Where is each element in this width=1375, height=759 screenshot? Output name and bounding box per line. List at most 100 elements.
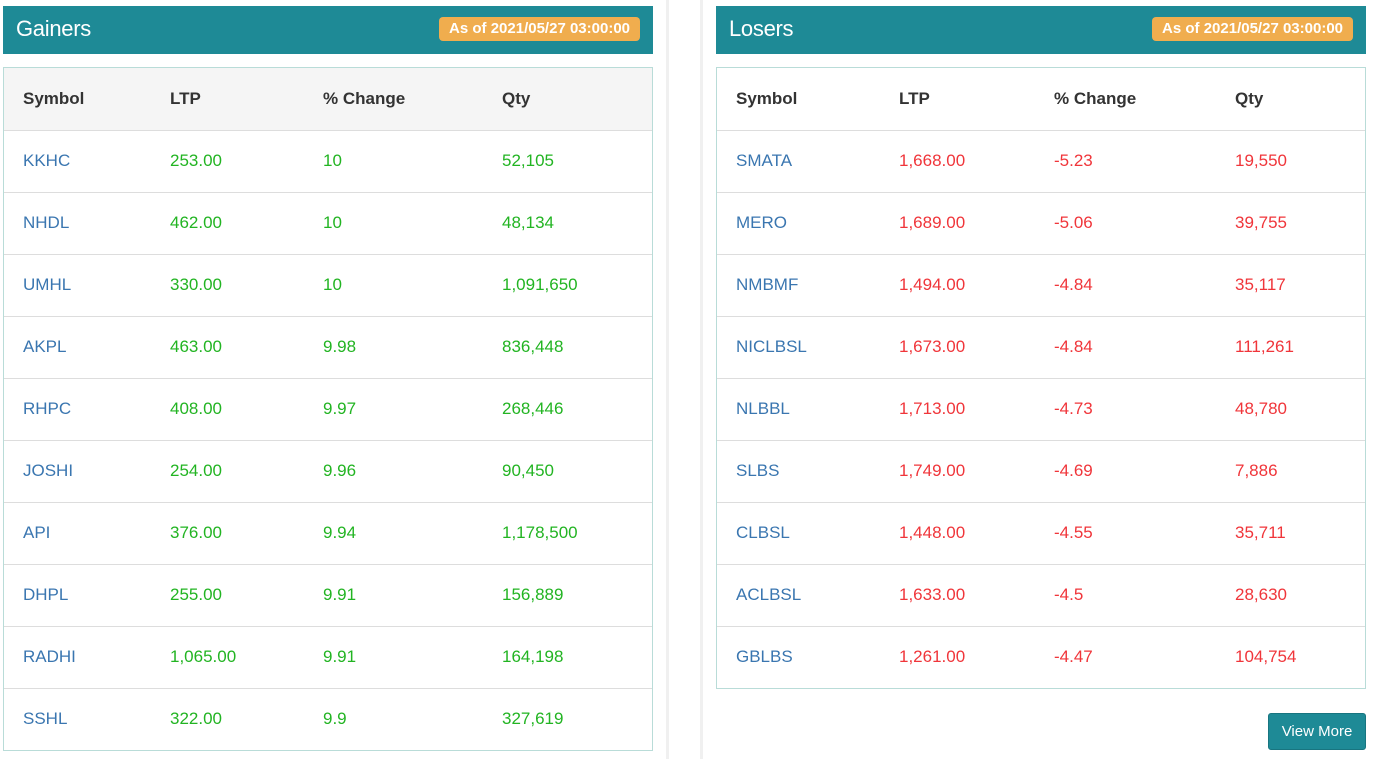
table-row: KKHC 253.00 10 52,105 bbox=[4, 130, 652, 192]
ltp-cell: 1,689.00 bbox=[880, 191, 1035, 254]
losers-panel: Losers As of 2021/05/27 03:00:00 Symbol … bbox=[716, 6, 1366, 689]
gainers-as-of-badge: As of 2021/05/27 03:00:00 bbox=[439, 17, 640, 41]
qty-cell: 52,105 bbox=[502, 151, 554, 170]
change-cell: 9.91 bbox=[304, 563, 483, 626]
table-row: NMBMF 1,494.00 -4.84 35,117 bbox=[717, 253, 1365, 316]
symbol-link[interactable]: NMBMF bbox=[717, 253, 880, 316]
symbol-link[interactable]: RADHI bbox=[4, 625, 151, 688]
ltp-cell: 254.00 bbox=[151, 439, 304, 502]
qty-cell: 28,630 bbox=[1216, 563, 1365, 626]
symbol-link[interactable]: SSHL bbox=[4, 687, 151, 750]
symbol-link[interactable]: SMATA bbox=[736, 151, 793, 170]
view-more-button[interactable]: View More bbox=[1268, 713, 1366, 750]
ltp-cell: 408.00 bbox=[151, 377, 304, 440]
ltp-cell: 376.00 bbox=[151, 501, 304, 564]
table-row: GBLBS 1,261.00 -4.47 104,754 bbox=[717, 625, 1365, 688]
symbol-link[interactable]: API bbox=[4, 501, 151, 564]
column-header-ltp: LTP bbox=[880, 68, 1035, 131]
change-cell: 9.96 bbox=[304, 439, 483, 502]
column-header-change: % Change bbox=[304, 68, 483, 131]
change-cell: 10 bbox=[304, 253, 483, 316]
symbol-link[interactable]: SLBS bbox=[717, 439, 880, 502]
table-row: RHPC 408.00 9.97 268,446 bbox=[4, 377, 652, 440]
table-row: ACLBSL 1,633.00 -4.5 28,630 bbox=[717, 563, 1365, 626]
symbol-link[interactable]: NHDL bbox=[4, 191, 151, 254]
qty-cell: 1,178,500 bbox=[483, 501, 652, 564]
losers-table: Symbol LTP % Change Qty SMATA 1,668.00 -5.… bbox=[717, 68, 1365, 688]
symbol-link[interactable]: RHPC bbox=[4, 377, 151, 440]
column-header-qty: Qty bbox=[1216, 68, 1365, 131]
qty-cell: 35,711 bbox=[1216, 501, 1365, 564]
qty-cell: 156,889 bbox=[483, 563, 652, 626]
symbol-link[interactable]: AKPL bbox=[4, 315, 151, 378]
change-cell: 9.98 bbox=[304, 315, 483, 378]
column-header-symbol: Symbol bbox=[717, 68, 880, 131]
losers-table-header-row: Symbol LTP % Change Qty bbox=[717, 68, 1365, 131]
table-row: RADHI 1,065.00 9.91 164,198 bbox=[4, 625, 652, 688]
change-cell: 9.91 bbox=[304, 625, 483, 688]
qty-cell: 48,134 bbox=[483, 191, 652, 254]
gainers-table-container: Symbol LTP % Change Qty KKHC 253.00 10 52,1… bbox=[3, 67, 653, 751]
ltp-cell: 1,749.00 bbox=[880, 439, 1035, 502]
symbol-link[interactable]: NLBBL bbox=[717, 377, 880, 440]
gainers-title: Gainers bbox=[16, 16, 91, 41]
table-row: UMHL 330.00 10 1,091,650 bbox=[4, 253, 652, 316]
change-cell: -4.47 bbox=[1035, 625, 1216, 688]
symbol-link[interactable]: ACLBSL bbox=[717, 563, 880, 626]
change-cell: -4.69 bbox=[1035, 439, 1216, 502]
qty-cell: 35,117 bbox=[1216, 253, 1365, 316]
qty-cell: 19,550 bbox=[1235, 151, 1287, 170]
table-row: SMATA 1,668.00 -5.23 19,550 bbox=[717, 130, 1365, 192]
ltp-cell: 330.00 bbox=[151, 253, 304, 316]
table-row: DHPL 255.00 9.91 156,889 bbox=[4, 563, 652, 626]
ltp-cell: 1,673.00 bbox=[880, 315, 1035, 378]
table-row: SSHL 322.00 9.9 327,619 bbox=[4, 687, 652, 750]
symbol-link[interactable]: DHPL bbox=[4, 563, 151, 626]
ltp-cell: 1,261.00 bbox=[880, 625, 1035, 688]
qty-cell: 39,755 bbox=[1216, 191, 1365, 254]
ltp-cell: 463.00 bbox=[151, 315, 304, 378]
change-cell: 9.9 bbox=[304, 687, 483, 750]
table-row: JOSHI 254.00 9.96 90,450 bbox=[4, 439, 652, 502]
gainers-table-body: KKHC 253.00 10 52,105 NHDL 462.00 10 48,134 UMHL… bbox=[4, 130, 652, 750]
change-cell: 9.94 bbox=[304, 501, 483, 564]
table-row: AKPL 463.00 9.98 836,448 bbox=[4, 315, 652, 378]
column-divider-right bbox=[700, 0, 703, 759]
column-divider-left bbox=[666, 0, 669, 759]
table-row: NICLBSL 1,673.00 -4.84 111,261 bbox=[717, 315, 1365, 378]
ltp-cell: 1,633.00 bbox=[880, 563, 1035, 626]
qty-cell: 836,448 bbox=[483, 315, 652, 378]
ltp-cell: 255.00 bbox=[151, 563, 304, 626]
qty-cell: 104,754 bbox=[1216, 625, 1365, 688]
change-cell: -4.84 bbox=[1035, 253, 1216, 316]
ltp-cell: 1,668.00 bbox=[899, 151, 966, 170]
column-header-change: % Change bbox=[1035, 68, 1216, 131]
table-row: SLBS 1,749.00 -4.69 7,886 bbox=[717, 439, 1365, 502]
symbol-link[interactable]: MERO bbox=[717, 191, 880, 254]
table-row: API 376.00 9.94 1,178,500 bbox=[4, 501, 652, 564]
symbol-link[interactable]: JOSHI bbox=[4, 439, 151, 502]
symbol-link[interactable]: KKHC bbox=[23, 151, 71, 170]
column-header-ltp: LTP bbox=[151, 68, 304, 131]
symbol-link[interactable]: GBLBS bbox=[717, 625, 880, 688]
ltp-cell: 253.00 bbox=[170, 151, 222, 170]
losers-title: Losers bbox=[729, 16, 794, 41]
symbol-link[interactable]: NICLBSL bbox=[717, 315, 880, 378]
gainers-header: Gainers As of 2021/05/27 03:00:00 bbox=[3, 6, 653, 54]
change-cell: -4.55 bbox=[1035, 501, 1216, 564]
change-cell: -4.73 bbox=[1035, 377, 1216, 440]
change-cell: -5.06 bbox=[1035, 191, 1216, 254]
change-cell: 10 bbox=[304, 191, 483, 254]
symbol-link[interactable]: UMHL bbox=[4, 253, 151, 316]
table-row: NHDL 462.00 10 48,134 bbox=[4, 191, 652, 254]
change-cell: 10 bbox=[323, 151, 342, 170]
qty-cell: 268,446 bbox=[483, 377, 652, 440]
symbol-link[interactable]: CLBSL bbox=[717, 501, 880, 564]
ltp-cell: 1,713.00 bbox=[880, 377, 1035, 440]
table-row: NLBBL 1,713.00 -4.73 48,780 bbox=[717, 377, 1365, 440]
gainers-table-header-row: Symbol LTP % Change Qty bbox=[4, 68, 652, 131]
losers-table-container: Symbol LTP % Change Qty SMATA 1,668.00 -5.… bbox=[716, 67, 1366, 689]
losers-as-of-badge: As of 2021/05/27 03:00:00 bbox=[1152, 17, 1353, 41]
table-row: MERO 1,689.00 -5.06 39,755 bbox=[717, 191, 1365, 254]
qty-cell: 111,261 bbox=[1216, 315, 1365, 378]
